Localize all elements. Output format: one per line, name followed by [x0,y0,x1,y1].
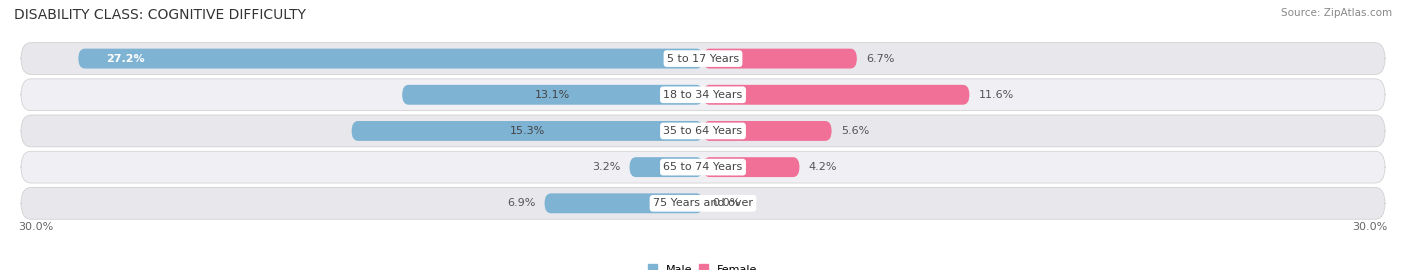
FancyBboxPatch shape [630,157,703,177]
Text: 5 to 17 Years: 5 to 17 Years [666,53,740,64]
Text: 4.2%: 4.2% [808,162,837,172]
Text: 15.3%: 15.3% [510,126,546,136]
FancyBboxPatch shape [21,187,1385,219]
FancyBboxPatch shape [703,121,831,141]
Text: 30.0%: 30.0% [1353,222,1388,232]
Text: 6.9%: 6.9% [508,198,536,208]
Text: 0.0%: 0.0% [713,198,741,208]
Text: 65 to 74 Years: 65 to 74 Years [664,162,742,172]
FancyBboxPatch shape [21,43,1385,75]
FancyBboxPatch shape [21,151,1385,183]
FancyBboxPatch shape [21,115,1385,147]
FancyBboxPatch shape [544,193,703,213]
Text: 3.2%: 3.2% [592,162,620,172]
Text: 5.6%: 5.6% [841,126,869,136]
FancyBboxPatch shape [21,79,1385,111]
Text: 13.1%: 13.1% [534,90,571,100]
Text: 18 to 34 Years: 18 to 34 Years [664,90,742,100]
Legend: Male, Female: Male, Female [644,260,762,270]
Text: 30.0%: 30.0% [18,222,53,232]
Text: Source: ZipAtlas.com: Source: ZipAtlas.com [1281,8,1392,18]
Text: 11.6%: 11.6% [979,90,1014,100]
Text: 27.2%: 27.2% [105,53,145,64]
Text: DISABILITY CLASS: COGNITIVE DIFFICULTY: DISABILITY CLASS: COGNITIVE DIFFICULTY [14,8,307,22]
Text: 75 Years and over: 75 Years and over [652,198,754,208]
FancyBboxPatch shape [79,49,703,69]
FancyBboxPatch shape [352,121,703,141]
Text: 6.7%: 6.7% [866,53,894,64]
FancyBboxPatch shape [402,85,703,105]
FancyBboxPatch shape [703,157,800,177]
FancyBboxPatch shape [703,85,969,105]
Text: 35 to 64 Years: 35 to 64 Years [664,126,742,136]
FancyBboxPatch shape [703,49,856,69]
